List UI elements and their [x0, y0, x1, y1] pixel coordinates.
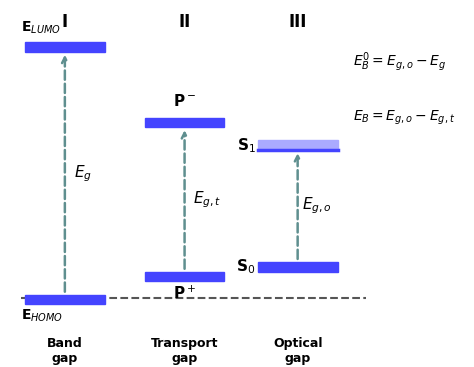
Text: $E_B^0 = E_{g,o} - E_g$: $E_B^0 = E_{g,o} - E_g$	[353, 50, 446, 73]
FancyBboxPatch shape	[25, 42, 105, 52]
Text: Transport
gap: Transport gap	[151, 337, 219, 365]
Text: $E_{g,t}$: $E_{g,t}$	[193, 189, 222, 210]
Text: Optical
gap: Optical gap	[273, 337, 322, 365]
Text: $E_B = E_{g,o} - E_{g,t}$: $E_B = E_{g,o} - E_{g,t}$	[353, 108, 455, 127]
Text: III: III	[289, 12, 307, 30]
Text: S$_0$: S$_0$	[236, 257, 255, 276]
Text: E$_{LUMO}$: E$_{LUMO}$	[20, 19, 60, 36]
FancyBboxPatch shape	[25, 294, 105, 304]
FancyBboxPatch shape	[258, 262, 337, 272]
FancyBboxPatch shape	[258, 141, 337, 150]
Text: S$_1$: S$_1$	[237, 136, 255, 155]
Text: Band
gap: Band gap	[47, 337, 83, 365]
Text: $E_{g,o}$: $E_{g,o}$	[302, 196, 332, 216]
Text: E$_{HOMO}$: E$_{HOMO}$	[20, 308, 63, 324]
Text: $E_g$: $E_g$	[74, 163, 91, 184]
Text: P$^-$: P$^-$	[173, 93, 196, 109]
Text: I: I	[62, 12, 68, 30]
FancyBboxPatch shape	[145, 272, 225, 281]
FancyBboxPatch shape	[145, 117, 225, 127]
Text: P$^+$: P$^+$	[173, 285, 196, 302]
Text: II: II	[178, 12, 191, 30]
